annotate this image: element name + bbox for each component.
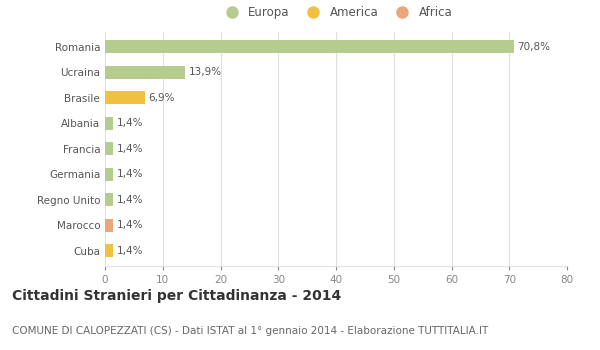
Text: 1,4%: 1,4% (116, 195, 143, 205)
Text: COMUNE DI CALOPEZZATI (CS) - Dati ISTAT al 1° gennaio 2014 - Elaborazione TUTTIT: COMUNE DI CALOPEZZATI (CS) - Dati ISTAT … (12, 326, 488, 336)
Bar (105, 66, 185, 79)
Text: 1,4%: 1,4% (116, 220, 143, 230)
Bar (105, 142, 113, 155)
Text: 1,4%: 1,4% (116, 246, 143, 256)
Text: 70,8%: 70,8% (517, 42, 550, 52)
Bar (105, 117, 113, 130)
Text: Cittadini Stranieri per Cittadinanza - 2014: Cittadini Stranieri per Cittadinanza - 2… (12, 289, 341, 303)
Bar (105, 244, 113, 257)
Bar (105, 40, 514, 53)
Bar (105, 91, 145, 104)
Bar (105, 193, 113, 206)
Text: 1,4%: 1,4% (116, 169, 143, 179)
Text: 1,4%: 1,4% (116, 118, 143, 128)
Text: 6,9%: 6,9% (148, 93, 175, 103)
Bar (105, 168, 113, 181)
Bar (105, 219, 113, 232)
Text: 13,9%: 13,9% (189, 67, 222, 77)
Text: 1,4%: 1,4% (116, 144, 143, 154)
Legend: Europa, America, Africa: Europa, America, Africa (215, 1, 457, 23)
